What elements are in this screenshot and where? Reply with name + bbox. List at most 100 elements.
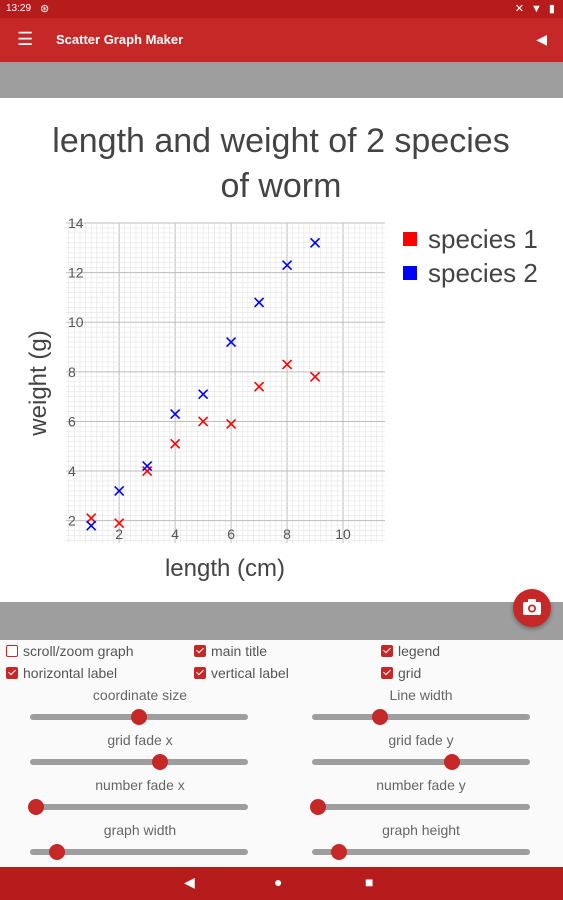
- data-point-species-2: [198, 389, 209, 400]
- y-tick-label: 12: [68, 265, 84, 281]
- horizontal-label-checkbox[interactable]: horizontal label: [6, 664, 117, 682]
- coordinate-size-slider[interactable]: [30, 708, 248, 726]
- slider-track: [30, 759, 248, 765]
- checkbox-label: scroll/zoom graph: [23, 643, 134, 659]
- slider-thumb[interactable]: [330, 844, 347, 860]
- nav-back-icon[interactable]: ◀: [184, 874, 195, 890]
- y-tick-label: 14: [68, 215, 84, 231]
- y-tick-label: 8: [68, 364, 76, 380]
- checkbox-label: legend: [398, 643, 441, 659]
- data-point-species-1: [281, 359, 293, 370]
- checkbox-box: [194, 667, 206, 679]
- scroll-zoom-checkbox[interactable]: scroll/zoom graph: [6, 642, 134, 660]
- slider-thumb[interactable]: [443, 754, 460, 770]
- grid-checkbox[interactable]: grid: [381, 664, 421, 682]
- data-point-species-1: [198, 416, 209, 427]
- slider-track: [312, 804, 530, 810]
- app-bar: ☰ Scatter Graph Maker ◀: [0, 18, 563, 62]
- legend-swatch: [403, 232, 417, 246]
- slider-thumb[interactable]: [131, 709, 147, 725]
- chart-title: length and weight of 2 species: [52, 122, 509, 160]
- legend-entry: species 1: [428, 224, 538, 254]
- graph-width-slider[interactable]: [30, 843, 248, 861]
- main-title-checkbox[interactable]: main title: [194, 642, 267, 660]
- graph-height-slider[interactable]: [312, 843, 530, 861]
- y-tick-label: 2: [68, 513, 76, 529]
- grid-fade-x-slider[interactable]: [30, 753, 248, 771]
- checkbox-label: main title: [211, 643, 268, 659]
- slider-track: [30, 849, 248, 855]
- slider-thumb[interactable]: [310, 799, 326, 815]
- camera-button[interactable]: [513, 589, 551, 627]
- slider-track: [312, 759, 530, 765]
- bottom-divider-bar: [0, 602, 563, 640]
- slider-thumb[interactable]: [28, 799, 44, 815]
- camera-icon: [523, 599, 541, 615]
- x-tick-label: 8: [283, 526, 291, 542]
- coordinate-size-label: coordinate size: [92, 687, 188, 703]
- line-width-label: Line width: [389, 687, 453, 703]
- data-point-species-2: [86, 520, 97, 531]
- x-axis-label: length (cm): [165, 555, 285, 582]
- nav-home-icon[interactable]: ●: [274, 874, 283, 890]
- data-point-species-1: [170, 438, 181, 449]
- app-title: Scatter Graph Maker: [56, 32, 184, 47]
- top-divider-bar: [0, 62, 563, 98]
- y-axis-label: weight (g): [25, 330, 52, 436]
- legend-checkbox[interactable]: legend: [381, 642, 440, 660]
- x-tick-label: 10: [335, 526, 351, 542]
- checkbox-label: grid: [398, 665, 422, 681]
- slider-track: [312, 849, 530, 855]
- data-point-species-2: [309, 237, 321, 248]
- number-fade-x-label: number fade x: [95, 777, 185, 793]
- slider-thumb[interactable]: [371, 709, 388, 725]
- slider-thumb[interactable]: [48, 844, 65, 860]
- data-point-species-1: [114, 518, 125, 529]
- system-nav-bar: ◀ ● ■: [0, 867, 563, 900]
- number-fade-x-slider[interactable]: [28, 798, 248, 816]
- data-point-species-1: [309, 371, 321, 382]
- data-point-species-2: [142, 461, 153, 472]
- checkbox-box: [194, 645, 206, 657]
- grid-fade-y-slider[interactable]: [312, 753, 530, 771]
- vertical-label-checkbox[interactable]: vertical label: [194, 664, 289, 682]
- legend-swatch: [403, 266, 417, 280]
- slider-track: [312, 714, 530, 720]
- slider-thumb[interactable]: [151, 754, 168, 770]
- graph-width-label: graph width: [103, 822, 177, 838]
- y-tick-label: 4: [68, 463, 76, 479]
- slider-track: [30, 804, 248, 810]
- data-point-species-2: [114, 485, 125, 496]
- checkbox-label: horizontal label: [23, 665, 118, 681]
- checkbox-box: [381, 645, 393, 657]
- grid-fade-y-label: grid fade y: [388, 732, 454, 748]
- menu-icon[interactable]: ☰: [17, 29, 34, 49]
- controls-panel: scroll/zoom graph main title legend hori…: [0, 640, 563, 867]
- status-bar: 13:29 ⊛ ✕ ▼ ▮: [0, 0, 563, 18]
- legend-entry: species 2: [428, 258, 538, 288]
- checkbox-box: [6, 645, 18, 657]
- data-point-species-1: [86, 513, 97, 524]
- data-point-species-2: [254, 297, 265, 308]
- scatter-chart: length and weight of 2 species of worm 2 4 6…: [25, 122, 538, 582]
- x-tick-label: 2: [115, 526, 123, 542]
- x-tick-label: 6: [227, 526, 235, 542]
- nav-recents-icon[interactable]: ■: [365, 874, 374, 890]
- collapse-arrow-icon[interactable]: ◀: [536, 31, 547, 47]
- checkbox-box: [6, 667, 18, 679]
- data-point-species-2: [226, 337, 237, 348]
- notification-icon: ⊛: [40, 3, 50, 15]
- graph-area: length and weight of 2 species of worm 2 4 6…: [0, 98, 563, 602]
- data-point-species-2: [170, 408, 181, 420]
- y-tick-label: 6: [68, 413, 76, 429]
- grid-fade-x-label: grid fade x: [107, 732, 173, 748]
- y-tick-label: 10: [68, 314, 84, 330]
- checkbox-label: vertical label: [211, 665, 289, 681]
- line-width-slider[interactable]: [312, 708, 530, 726]
- data-point-species-1: [226, 418, 237, 429]
- data-point-species-2: [281, 260, 293, 271]
- chart-title: of worm: [221, 167, 342, 205]
- number-fade-y-slider[interactable]: [310, 798, 530, 816]
- x-tick-label: 4: [171, 526, 179, 542]
- status-icons: ✕ ▼ ▮: [514, 3, 557, 15]
